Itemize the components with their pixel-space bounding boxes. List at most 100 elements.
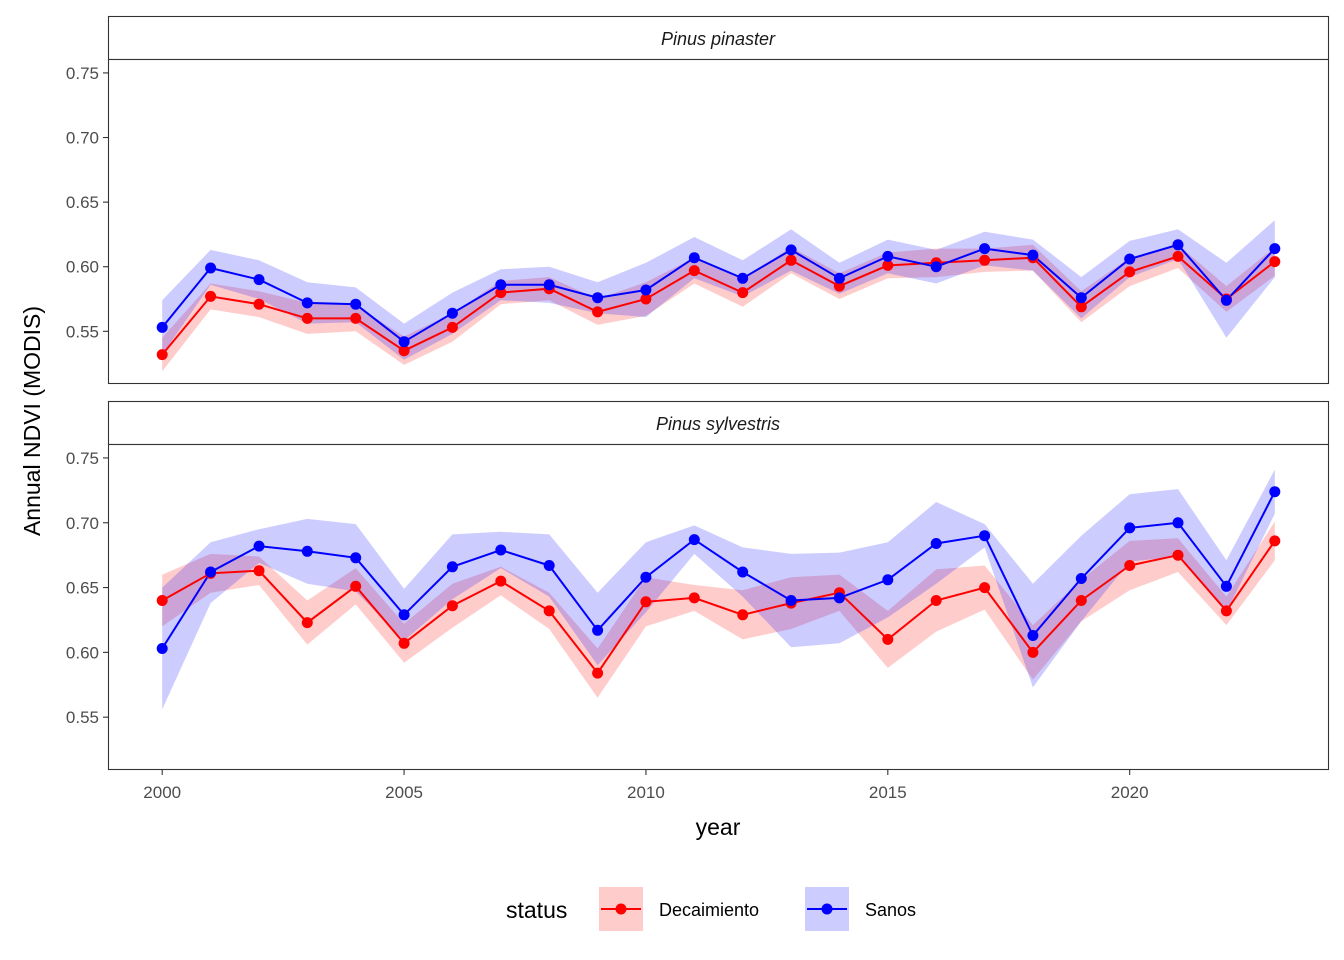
point-sanos [640, 571, 652, 583]
ribbons [162, 220, 1275, 372]
point-sanos [688, 534, 700, 546]
point-sanos [785, 244, 797, 256]
point-sanos [156, 321, 168, 333]
point-decaimiento [495, 287, 507, 299]
ribbons [162, 469, 1275, 710]
legend-label: Decaimiento [659, 900, 759, 920]
panel-pinus-pinaster: Pinus pinaster 0.55 0.60 0.65 0.70 0.75 [66, 15, 1330, 385]
strip-label: Pinus pinaster [661, 29, 776, 49]
y-tick-label: 0.75 [66, 449, 99, 468]
series-points [156, 486, 1281, 679]
y-axis: 0.55 0.60 0.65 0.70 0.75 [66, 449, 109, 727]
point-sanos [1269, 243, 1281, 255]
point-sanos [543, 560, 555, 571]
line-decaimiento [161, 540, 1276, 675]
y-axis: 0.55 0.60 0.65 0.70 0.75 [66, 64, 109, 341]
point-decaimiento [1220, 605, 1232, 617]
ribbon-sanos [162, 220, 1275, 360]
point-decaimiento [688, 265, 700, 277]
point-sanos [350, 552, 362, 564]
strip-label: Pinus sylvestris [656, 414, 780, 434]
panel-frame [107, 58, 1330, 385]
point-sanos [737, 566, 749, 578]
series-lines [161, 243, 1276, 356]
y-tick-label: 0.60 [66, 258, 99, 277]
point-decaimiento [253, 565, 265, 577]
line-sanos [161, 243, 1276, 343]
legend-entries: Decaimiento Sanos [599, 887, 916, 931]
point-sanos [205, 262, 217, 274]
point-decaimiento [882, 633, 894, 645]
legend-entry-sanos: Sanos [805, 887, 916, 931]
legend-key-point [821, 903, 833, 915]
point-decaimiento [301, 617, 313, 629]
y-tick-label: 0.60 [66, 643, 99, 662]
strip-background [107, 400, 1330, 446]
point-sanos [882, 574, 894, 586]
line-decaimiento [161, 255, 1276, 356]
point-sanos [446, 307, 458, 319]
point-decaimiento [930, 595, 942, 606]
point-decaimiento [495, 575, 507, 587]
point-decaimiento [446, 321, 458, 333]
point-sanos [979, 530, 991, 542]
point-sanos [640, 284, 652, 296]
x-tick-label: 2010 [627, 783, 665, 802]
point-decaimiento [1027, 646, 1039, 658]
point-sanos [688, 252, 700, 264]
point-sanos [156, 643, 168, 654]
y-tick-label: 0.65 [66, 579, 99, 598]
ribbon-sanos [162, 469, 1275, 710]
point-decaimiento [1172, 250, 1184, 262]
point-sanos [495, 279, 507, 291]
point-sanos [1027, 630, 1039, 641]
legend-entry-decaimiento: Decaimiento [599, 887, 759, 931]
point-sanos [350, 298, 362, 310]
point-decaimiento [640, 293, 652, 305]
point-decaimiento [688, 592, 700, 604]
point-sanos [1172, 517, 1184, 529]
y-tick-label: 0.70 [66, 129, 99, 148]
point-decaimiento [253, 298, 265, 310]
y-tick-label: 0.65 [66, 193, 99, 212]
x-tick-label: 2005 [385, 783, 423, 802]
series-points [156, 239, 1281, 361]
point-decaimiento [737, 287, 749, 299]
point-decaimiento [398, 637, 410, 649]
panel-pinus-sylvestris: Pinus sylvestris 0.55 0.60 0.65 0.70 0.75 [66, 400, 1330, 771]
ribbon-decaimiento [162, 244, 1275, 372]
y-tick-label: 0.55 [66, 322, 99, 341]
point-sanos [785, 595, 797, 606]
point-decaimiento [882, 259, 894, 271]
legend-label: Sanos [865, 900, 916, 920]
point-sanos [1269, 486, 1281, 498]
legend-title: status [506, 897, 567, 923]
x-axis: 2000 2005 2010 2015 2020 [143, 769, 1149, 802]
point-decaimiento [592, 667, 604, 679]
point-decaimiento [301, 312, 313, 324]
point-sanos [205, 566, 217, 578]
point-decaimiento [640, 596, 652, 608]
point-sanos [1172, 239, 1184, 251]
y-axis-title: Annual NDVI (MODIS) [19, 306, 45, 536]
strip-background [107, 15, 1330, 61]
legend-key-point [615, 903, 627, 915]
point-sanos [253, 540, 265, 552]
y-tick-label: 0.75 [66, 64, 99, 83]
point-decaimiento [1269, 535, 1281, 547]
point-sanos [446, 561, 458, 573]
point-decaimiento [350, 580, 362, 592]
point-sanos [1220, 294, 1232, 306]
point-sanos [398, 336, 410, 348]
point-decaimiento [398, 345, 410, 357]
x-axis-title: year [696, 814, 741, 840]
line-sanos [161, 491, 1276, 650]
point-decaimiento [785, 254, 797, 266]
point-sanos [1124, 253, 1136, 265]
point-decaimiento [1124, 266, 1136, 278]
point-sanos [1220, 580, 1232, 592]
legend: status Decaimiento Sanos [506, 887, 916, 931]
series-lines [161, 491, 1276, 675]
point-sanos [543, 279, 555, 291]
point-sanos [833, 272, 845, 284]
